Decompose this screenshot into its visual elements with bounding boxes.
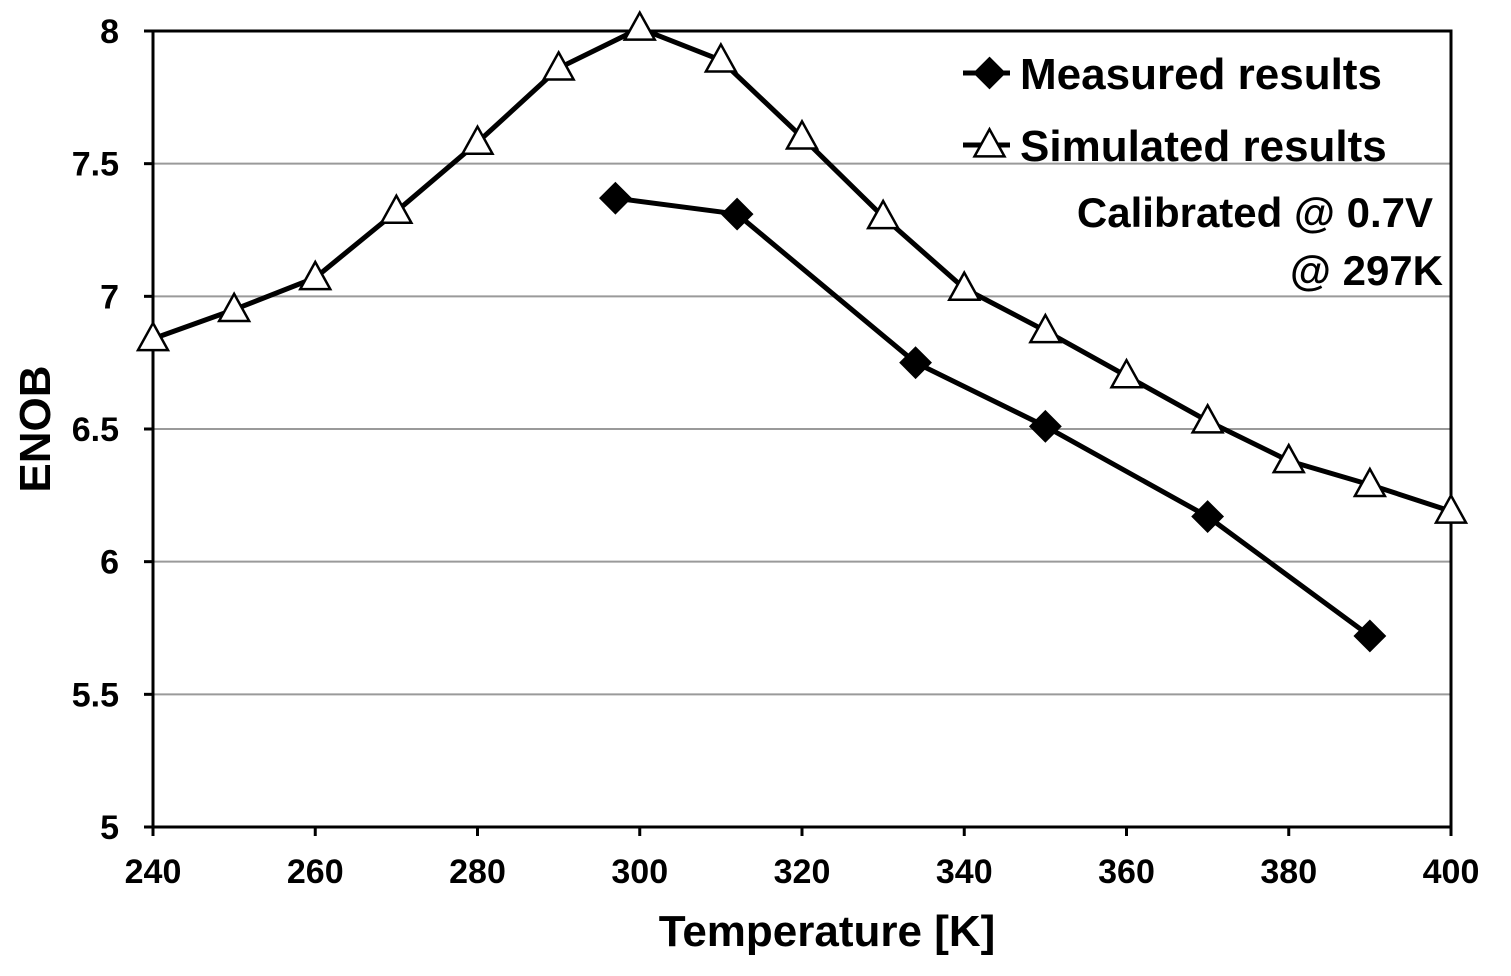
y-tick-labels: 5 5.5 6 6.5 7 7.5 8 [72,13,119,847]
legend-label-measured: Measured results [1020,50,1382,99]
y-tick-label-0: 5 [100,809,119,847]
data-point-measured-5 [1353,619,1387,653]
x-tick-label-3: 300 [611,853,668,891]
y-axis-title: ENOB [11,365,60,492]
data-point-simulated-1 [217,291,252,323]
x-axis-title: Temperature [K] [659,907,996,956]
data-point-simulated-4 [460,124,495,156]
y-tick-label-6: 8 [100,13,119,51]
data-point-measured-0 [598,181,632,215]
data-point-simulated-6 [622,10,657,41]
annotation-calibration-temperature: @ 297K [1290,247,1443,294]
data-point-simulated-9 [866,198,901,230]
legend-symbol-simulated [963,126,1010,158]
legend: Measured results Simulated results [963,50,1387,171]
x-tick-label-2: 280 [449,853,506,891]
series-measured [598,181,1387,653]
series-line-measured [615,195,1372,638]
legend-symbol-measured [963,56,1010,90]
data-point-measured-3 [1028,409,1062,443]
y-tick-label-2: 6 [100,544,119,582]
data-point-simulated-2 [298,259,333,291]
x-tick-label-4: 320 [774,853,831,891]
data-point-simulated-16 [1433,492,1469,524]
data-point-simulated-12 [1109,357,1144,389]
data-point-simulated-5 [541,49,576,81]
data-point-simulated-3 [379,193,414,225]
data-point-simulated-7 [703,41,738,73]
data-point-simulated-8 [784,118,820,150]
y-tick-label-4: 7 [100,278,119,316]
y-tick-label-5: 7.5 [72,146,119,184]
axis-ticks [144,29,1453,836]
y-tick-label-1: 5.5 [72,676,119,714]
y-tick-label-3: 6.5 [72,411,119,449]
data-point-simulated-10 [947,270,982,301]
data-point-measured-2 [899,346,932,380]
grid-lines [153,162,1451,696]
data-point-simulated-11 [1028,312,1063,344]
x-tick-label-7: 380 [1260,853,1317,891]
legend-item-measured: Measured results [963,50,1382,99]
data-point-simulated-0 [135,320,171,352]
x-tick-labels: 240 260 280 300 320 340 360 380 400 [125,853,1480,891]
x-tick-label-1: 260 [287,853,344,891]
series-simulated [135,10,1469,524]
data-point-measured-1 [720,197,754,231]
legend-label-simulated: Simulated results [1020,122,1387,171]
data-point-simulated-13 [1190,402,1225,434]
x-tick-label-5: 340 [936,853,993,891]
legend-item-simulated: Simulated results [963,122,1387,171]
legend-marker-simulated [972,126,1007,158]
x-tick-label-8: 400 [1423,853,1480,891]
data-point-simulated-15 [1352,466,1387,498]
series-layer [135,10,1469,653]
data-point-measured-4 [1191,500,1225,533]
x-tick-label-6: 360 [1098,853,1155,891]
x-tick-label-0: 240 [125,853,182,891]
data-point-simulated-14 [1271,442,1306,474]
legend-marker-measured [973,56,1006,90]
annotation-calibration-voltage: Calibrated @ 0.7V [1077,189,1433,236]
